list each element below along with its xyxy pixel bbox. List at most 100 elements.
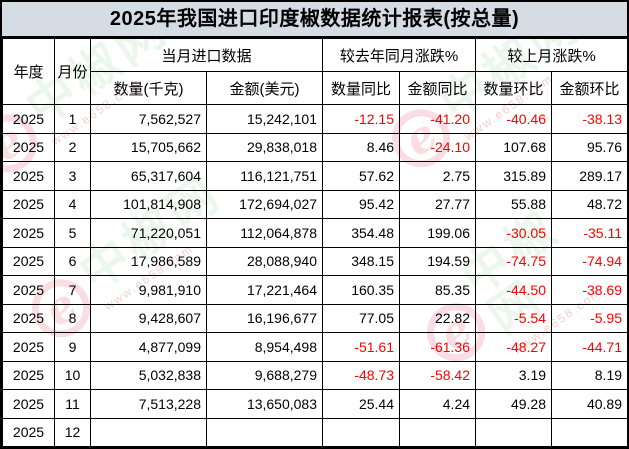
- table-row: 2025 5 71,220,051 112,064,878 354.48 199.06 -3…: [2, 218, 627, 248]
- table-row: 2025 8 9,428,607 16,196,677 77.05 22.82 -5.54-…: [2, 303, 627, 333]
- table-cell: 2025: [2, 161, 55, 191]
- header-amount-yoy: 金额同比: [399, 71, 477, 105]
- header-group-yoy: 较去年同月涨跌%: [322, 38, 477, 72]
- header-qty-yoy: 数量同比: [322, 71, 401, 105]
- table-cell: 2025: [2, 275, 55, 305]
- table-row: 2025 11 7,513,228 13,650,083 25.44 4.24 49.28 4…: [2, 389, 627, 419]
- table-cell: [551, 417, 627, 447]
- table-cell: 65,317,604: [90, 161, 207, 191]
- table-cell: 40.89: [551, 389, 627, 419]
- table-row: 2025 10 5,032,838 9,688,279 -48.73 -58.42 3.19…: [2, 360, 627, 390]
- table-cell: -5.95: [551, 303, 627, 333]
- table-cell: -48.27: [475, 332, 553, 362]
- table-cell: -24.10: [399, 132, 477, 162]
- table-cell: [205, 417, 324, 447]
- table-cell: 29,838,018: [205, 132, 324, 162]
- table-cell: 8,954,498: [205, 332, 324, 362]
- table-cell: 172,694,027: [205, 189, 324, 219]
- table-body: 2025 1 7,562,527 15,242,101 -12.15 -41.20 -40.…: [2, 104, 627, 447]
- table-cell: -58.42: [399, 360, 477, 390]
- table-row: 2025 6 17,986,589 28,088,940 348.15 194.59 -74…: [2, 246, 627, 276]
- table-cell: 55.88: [475, 189, 553, 219]
- table-cell: 2025: [2, 246, 55, 276]
- table-cell: 16,196,677: [205, 303, 324, 333]
- table-row: 2025 1 7,562,527 15,242,101 -12.15 -41.20 -40.…: [2, 104, 627, 134]
- table-cell: 3: [54, 161, 91, 191]
- table-cell: -40.46: [475, 104, 553, 134]
- table-cell: 12: [54, 417, 91, 447]
- table-cell: 7,513,228: [90, 389, 207, 419]
- table-cell: 49.28: [475, 389, 553, 419]
- table-cell: 2025: [2, 218, 55, 248]
- table-cell: 101,814,908: [90, 189, 207, 219]
- table-cell: -12.15: [322, 104, 401, 134]
- table-cell: 112,064,878: [205, 218, 324, 248]
- header-qty-mom: 数量环比: [475, 71, 553, 105]
- table-cell: 17,221,464: [205, 275, 324, 305]
- table-row: 2025 12: [2, 417, 627, 447]
- table-cell: 9,428,607: [90, 303, 207, 333]
- table-cell: 27.77: [399, 189, 477, 219]
- header-amount-usd: 金额(美元): [205, 71, 324, 105]
- table-cell: -30.05: [475, 218, 553, 248]
- table-cell: -51.61: [322, 332, 401, 362]
- table-cell: 8.46: [322, 132, 401, 162]
- table-header-row-columns: 数量(千克) 金额(美元) 数量同比 金额同比 数量环比 金额环比: [3, 71, 627, 105]
- table-cell: -61.36: [399, 332, 477, 362]
- table-cell: 71,220,051: [90, 218, 207, 248]
- table-cell: 2025: [2, 303, 55, 333]
- table-cell: 9,981,910: [90, 275, 207, 305]
- table-cell: 5: [54, 218, 91, 248]
- table-cell: 57.62: [322, 161, 401, 191]
- table-cell: 289.17: [551, 161, 627, 191]
- table-cell: 315.89: [475, 161, 553, 191]
- table-cell: 48.72: [551, 189, 627, 219]
- table-cell: 85.35: [399, 275, 477, 305]
- table-header-row-groups: 年度 月份 当月进口数据 较去年同月涨跌% 较上月涨跌%: [2, 38, 627, 105]
- page-title: 2025年我国进口印度椒数据统计报表(按总量): [2, 2, 627, 38]
- table-cell: 6: [54, 246, 91, 276]
- table-cell: 15,705,662: [90, 132, 207, 162]
- header-group-current-month: 当月进口数据: [89, 38, 324, 72]
- table-cell: 9,688,279: [205, 360, 324, 390]
- table-cell: -74.75: [475, 246, 553, 276]
- table-cell: 4,877,099: [90, 332, 207, 362]
- table-cell: 2: [54, 132, 91, 162]
- table-cell: -41.20: [399, 104, 477, 134]
- table-row: 2025 9 4,877,099 8,954,498 -51.61 -61.36 -48.2…: [2, 332, 627, 362]
- table-cell: 10: [54, 360, 91, 390]
- table-row: 2025 2 15,705,662 29,838,018 8.46 -24.10 107.6…: [2, 132, 627, 162]
- table-cell: 2025: [2, 360, 55, 390]
- header-qty-kg: 数量(千克): [90, 71, 207, 105]
- table-cell: 28,088,940: [205, 246, 324, 276]
- table-cell: [399, 417, 477, 447]
- table-cell: 8: [54, 303, 91, 333]
- table-cell: -44.50: [475, 275, 553, 305]
- table-cell: 4: [54, 189, 91, 219]
- table-cell: 13,650,083: [205, 389, 324, 419]
- table-cell: -35.11: [551, 218, 627, 248]
- table-cell: 194.59: [399, 246, 477, 276]
- table-cell: -38.69: [551, 275, 627, 305]
- table-cell: -44.71: [551, 332, 627, 362]
- table-cell: 2.75: [399, 161, 477, 191]
- table-cell: 2025: [2, 389, 55, 419]
- table-cell: 22.82: [399, 303, 477, 333]
- table-cell: 2025: [2, 132, 55, 162]
- table-cell: 95.42: [322, 189, 401, 219]
- table-row: 2025 3 65,317,604 116,121,751 57.62 2.75 315.8…: [2, 161, 627, 191]
- table-cell: [475, 417, 553, 447]
- header-year: 年度: [2, 38, 55, 105]
- table-cell: -5.54: [475, 303, 553, 333]
- table-row: 2025 7 9,981,910 17,221,464 160.35 85.35 -44.5…: [2, 275, 627, 305]
- table-cell: 8.19: [551, 360, 627, 390]
- table-cell: 4.24: [399, 389, 477, 419]
- table-cell: 7,562,527: [90, 104, 207, 134]
- table-header: 年度 月份 当月进口数据 较去年同月涨跌% 较上月涨跌% 数量(千克) 金额(美…: [2, 38, 627, 105]
- table-cell: 5,032,838: [90, 360, 207, 390]
- table-cell: 3.19: [475, 360, 553, 390]
- header-month: 月份: [54, 38, 91, 105]
- table-cell: 2025: [2, 417, 55, 447]
- table-cell: 7: [54, 275, 91, 305]
